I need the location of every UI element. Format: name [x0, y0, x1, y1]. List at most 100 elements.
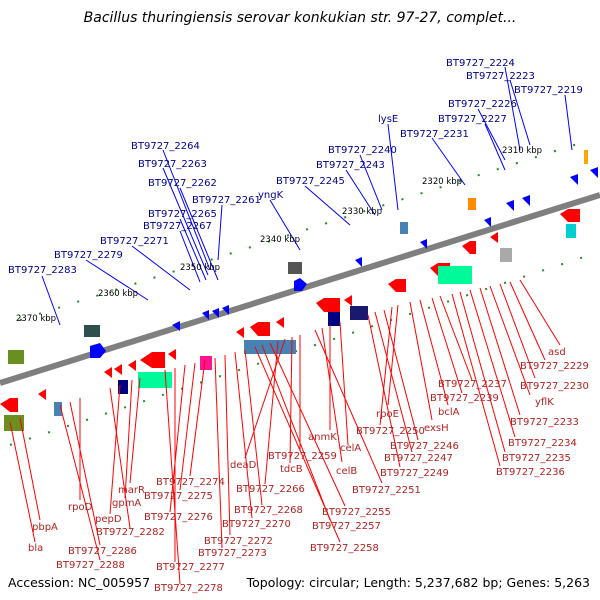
- gene-label: BT9727_2272: [204, 536, 273, 547]
- gene-label: BT9727_2229: [520, 361, 589, 372]
- scale-label: 2320 kbp: [422, 177, 462, 187]
- gene-label: BT9727_2268: [234, 505, 303, 516]
- reverse-gene: [490, 232, 498, 243]
- gene-label: BT9727_2277: [156, 562, 225, 573]
- reverse-gene: [38, 389, 46, 400]
- tick-track-inner: [9, 254, 591, 446]
- reverse-gene: [388, 279, 406, 292]
- gene-label: BT9727_2251: [352, 485, 421, 496]
- feature-block: [118, 380, 128, 394]
- gene-label: BT9727_2265: [148, 209, 217, 220]
- leader-line: [509, 79, 531, 146]
- forward-gene: [222, 305, 229, 315]
- leader-line: [387, 123, 399, 211]
- feature-blocks-outer: [8, 150, 588, 364]
- gene-label: BT9727_2246: [390, 441, 459, 452]
- feature-block: [138, 372, 172, 388]
- gene-label: BT9727_2249: [380, 468, 449, 479]
- gene-label: BT9727_2261: [192, 195, 261, 206]
- leader-line: [439, 295, 473, 381]
- gene-label: BT9727_2250: [356, 426, 425, 437]
- gene-label: BT9727_2282: [96, 527, 165, 538]
- gene-label: BT9727_2264: [131, 141, 200, 152]
- scale-label: 2370 kbp: [16, 314, 56, 324]
- forward-gene: [420, 239, 427, 249]
- forward-gene: [172, 321, 180, 331]
- gene-label: BT9727_2230: [520, 381, 589, 392]
- leader-line: [164, 369, 181, 585]
- leader-line: [131, 245, 191, 291]
- leader-line: [109, 387, 131, 529]
- gene-label: BT9727_2240: [328, 145, 397, 156]
- map-title: Bacillus thuringiensis serovar konkukian…: [83, 10, 517, 26]
- forward-gene: [484, 217, 491, 227]
- leader-line: [374, 311, 413, 453]
- feature-block: [566, 224, 576, 238]
- gene-label: celB: [336, 466, 357, 477]
- gene-label: BT9727_2224: [446, 58, 515, 69]
- gene-label: BT9727_2283: [8, 265, 77, 276]
- gene-label: BT9727_2270: [222, 519, 291, 530]
- leader-line: [345, 169, 376, 216]
- gene-label: BT9727_2262: [148, 178, 217, 189]
- leader-line: [179, 230, 201, 283]
- leader-line: [509, 281, 546, 361]
- leader-line: [179, 187, 219, 281]
- leader-line: [269, 199, 301, 251]
- gene-label: BT9727_2286: [68, 546, 137, 557]
- reverse-gene: [462, 241, 476, 254]
- gene-label: pepD: [95, 514, 122, 525]
- feature-block: [438, 266, 472, 284]
- leader-line: [254, 346, 341, 543]
- leader-line: [69, 401, 101, 546]
- leader-line: [484, 123, 506, 171]
- feature-block: [328, 312, 340, 326]
- red-leader-lines: [9, 279, 561, 585]
- leader-line: [189, 359, 206, 477]
- gene-label: BT9727_2275: [144, 491, 213, 502]
- scale-label: 2360 kbp: [98, 289, 138, 299]
- gene-label: BT9727_2235: [502, 453, 571, 464]
- reverse-gene: [114, 364, 122, 375]
- leader-line: [339, 321, 349, 446]
- leader-line: [359, 154, 383, 211]
- gene-label: BT9727_2258: [310, 543, 379, 554]
- leader-line: [162, 149, 211, 271]
- gene-label: BT9727_2239: [430, 393, 499, 404]
- reverse-gene: [104, 367, 112, 378]
- forward-gene: [506, 200, 514, 211]
- gene-label: BT9727_2274: [156, 477, 225, 488]
- leader-line: [85, 259, 149, 301]
- scale-label: 2340 kbp: [260, 235, 300, 245]
- leader-line: [409, 301, 433, 421]
- feature-block: [200, 356, 212, 370]
- leader-line: [264, 340, 279, 485]
- leader-line: [504, 66, 521, 151]
- reverse-gene: [316, 298, 340, 312]
- reverse-gene: [560, 209, 580, 222]
- gene-label: BT9727_2236: [496, 467, 565, 478]
- gene-label: BT9727_2234: [508, 438, 577, 449]
- leader-line: [431, 137, 466, 186]
- reverse-gene: [128, 360, 136, 371]
- gene-label: BT9727_2219: [514, 85, 583, 96]
- forward-gene: [90, 343, 106, 358]
- reverse-gene: [250, 322, 270, 336]
- gene-label: yflK: [535, 397, 554, 408]
- gene-label: BT9727_2279: [54, 250, 123, 261]
- gene-label: BT9727_2226: [448, 99, 517, 110]
- leader-line: [477, 108, 506, 161]
- topology-label: Topology: circular; Length: 5,237,682 bp…: [246, 575, 590, 590]
- leader-line: [41, 275, 61, 326]
- leader-line: [314, 329, 383, 484]
- reverse-gene: [140, 352, 165, 368]
- blue-gene-labels: BT9727_2224 BT9727_2223 BT9727_2219 BT97…: [8, 58, 583, 276]
- gene-label: BT9727_2231: [400, 129, 469, 140]
- leader-line: [109, 384, 121, 515]
- gene-label: BT9727_2273: [198, 548, 267, 559]
- gene-label: BT9727_2271: [100, 236, 169, 247]
- gene-label: gpmA: [112, 498, 141, 509]
- leader-line: [261, 344, 331, 521]
- gene-label: tdcB: [280, 464, 303, 475]
- leader-line: [9, 421, 36, 543]
